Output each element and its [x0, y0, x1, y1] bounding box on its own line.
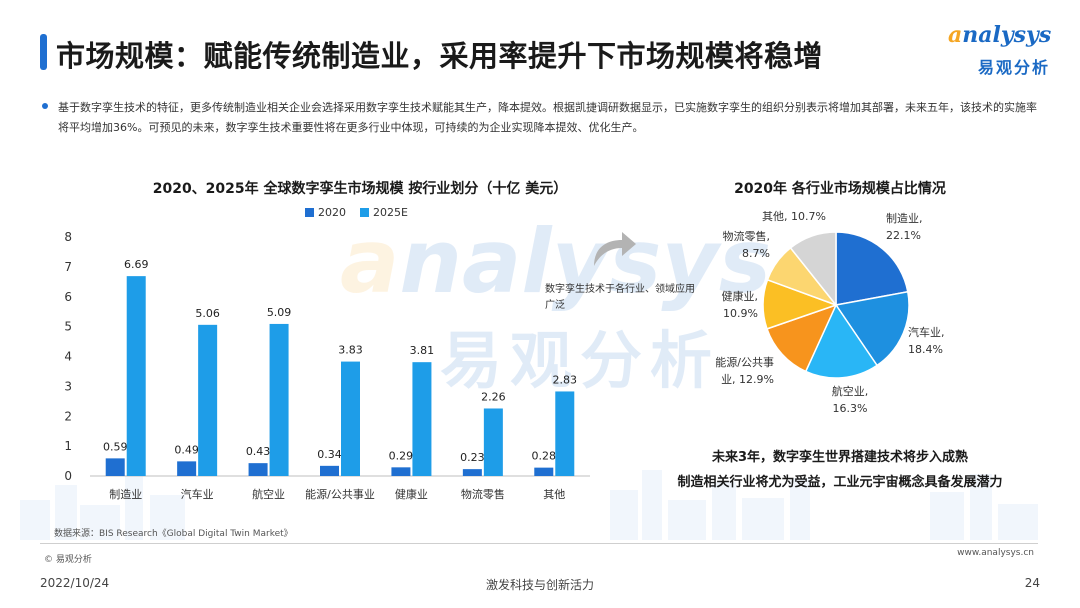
callout-text: 数字孪生技术于各行业、领域应用广泛: [545, 284, 695, 311]
pie-value-label: 18.4%: [908, 343, 943, 356]
bar-2020-0: [105, 458, 125, 476]
x-tick-label: 物流零售: [461, 487, 505, 501]
pie-label: 健康业,: [722, 289, 759, 303]
bar-2025E-2: [269, 323, 289, 476]
y-tick-label: 1: [64, 439, 72, 453]
y-tick-label: 8: [64, 230, 72, 244]
pie-label: 制造业,: [886, 211, 923, 225]
pie-value-label: 业, 12.9%: [721, 373, 774, 386]
data-label: 5.06: [195, 307, 220, 320]
pie-value-label: 22.1%: [886, 229, 921, 242]
bar-chart: 0 1 2 3 4 5 6 7 8 0.59 6.69 制造业 0.49 5.06 汽车业 0.43 5.09 航…: [64, 230, 590, 501]
bar-2020-5: [462, 469, 482, 476]
y-tick-label: 3: [64, 379, 72, 393]
data-label: 0.34: [317, 448, 342, 461]
footer-divider: [40, 543, 1038, 544]
pie-label: 能源/公共事: [715, 355, 774, 369]
data-source: 数据来源：BIS Research《Global Digital Twin Ma…: [54, 529, 293, 539]
legend-item-2025e: 2025E: [360, 206, 408, 219]
pie-value-label: 16.3%: [833, 402, 868, 415]
bar-chart-legend: 2020 2025E: [305, 206, 408, 219]
legend-label-2025e: 2025E: [373, 206, 408, 219]
data-label: 5.09: [267, 306, 292, 319]
data-label: 2.83: [553, 373, 578, 386]
x-tick-label: 制造业: [109, 487, 142, 501]
y-tick-label: 0: [64, 469, 72, 483]
y-tick-label: 4: [64, 350, 72, 364]
bar-2020-3: [320, 465, 339, 476]
pie-chart: 制造业, 22.1% 汽车业, 18.4% 航空业, 16.3% 能源/公共事业, 12.9…: [715, 210, 945, 415]
data-label: 0.23: [460, 451, 485, 464]
logo-text-cn: 易观分析: [978, 58, 1051, 77]
skyline-decoration: [20, 470, 1038, 540]
bar-2020-6: [534, 467, 554, 476]
conclusion-line-1: 未来3年，数字孪生世界搭建技术将步入成熟: [711, 450, 969, 465]
legend-swatch-2025e: [360, 208, 369, 217]
bar-2020-4: [391, 467, 411, 476]
legend-item-2020: 2020: [305, 206, 346, 219]
pie-label: 物流零售,: [723, 229, 771, 243]
title-accent-bar: [40, 34, 47, 70]
y-tick-label: 6: [64, 290, 72, 304]
pie-slice-2: [804, 303, 879, 379]
bar-2025E-4: [412, 362, 432, 476]
x-tick-label: 其他: [543, 488, 565, 501]
data-label: 0.43: [246, 445, 270, 458]
bullet-dot-icon: [42, 103, 48, 109]
data-label: 3.83: [338, 344, 363, 357]
pie-slice-1: [834, 290, 910, 367]
report-date: 2022/10/24: [40, 576, 110, 590]
pie-chart-title: 2020年 各行业市场规模占比情况: [734, 181, 946, 197]
x-tick-label: 航空业: [252, 487, 285, 501]
x-tick-label: 汽车业: [181, 487, 214, 501]
logo-text-en: analysys: [948, 22, 1052, 48]
legend-swatch-2020: [305, 208, 314, 217]
page-title: 市场规模：赋能传统制造业，采用率提升下市场规模将稳增: [56, 39, 824, 73]
bar-2020-2: [248, 463, 268, 476]
curved-arrow-icon: [594, 232, 636, 266]
x-tick-label: 健康业: [395, 487, 428, 501]
pie-value-label: 8.7%: [742, 247, 770, 260]
intro-paragraph: 基于数字孪生技术的特征，更多传统制造业相关企业会选择采用数字孪生技术赋能其生产，…: [58, 101, 1037, 134]
pie-label: 汽车业,: [908, 325, 945, 339]
y-tick-label: 7: [64, 260, 72, 274]
brand-logo: analysys 易观分析: [948, 22, 1064, 80]
website-link[interactable]: www.analysys.cn: [957, 548, 1034, 558]
pie-label: 其他, 10.7%: [762, 210, 826, 223]
bar-2025E-5: [483, 408, 503, 476]
data-label: 2.26: [481, 390, 506, 403]
data-label: 3.81: [410, 344, 435, 357]
pie-slice-6: [789, 231, 837, 308]
page-number: 24: [1024, 576, 1040, 590]
data-label: 0.49: [174, 443, 199, 456]
legend-label-2020: 2020: [318, 206, 346, 219]
y-tick-label: 2: [64, 409, 72, 423]
bar-2025E-1: [198, 324, 218, 476]
data-label: 0.59: [103, 440, 128, 453]
slogan: 激发科技与创新活力: [485, 578, 594, 592]
y-tick-label: 5: [64, 320, 72, 334]
pie-label: 航空业,: [832, 384, 869, 398]
bar-chart-title: 2020、2025年 全球数字孪生市场规模 按行业划分（十亿 美元）: [152, 181, 568, 197]
bar-2020-1: [177, 461, 197, 476]
conclusion-line-2: 制造相关行业将尤为受益，工业元宇宙概念具备发展潜力: [677, 475, 1003, 490]
pie-value-label: 10.9%: [723, 307, 758, 320]
bar-2025E-0: [126, 276, 146, 476]
copyright: © 易观分析: [44, 555, 92, 565]
data-label: 0.28: [532, 450, 557, 463]
x-tick-label: 能源/公共事业: [305, 487, 375, 501]
conclusion-text: 未来3年，数字孪生世界搭建技术将步入成熟 制造相关行业将尤为受益，工业元宇宙概念…: [630, 445, 1050, 495]
data-label: 6.69: [124, 258, 149, 271]
bar-2025E-6: [555, 391, 575, 476]
bar-2025E-3: [341, 361, 360, 476]
pie-slice-0: [835, 231, 909, 306]
data-label: 0.29: [389, 449, 414, 462]
pie-slice-3: [766, 303, 838, 373]
